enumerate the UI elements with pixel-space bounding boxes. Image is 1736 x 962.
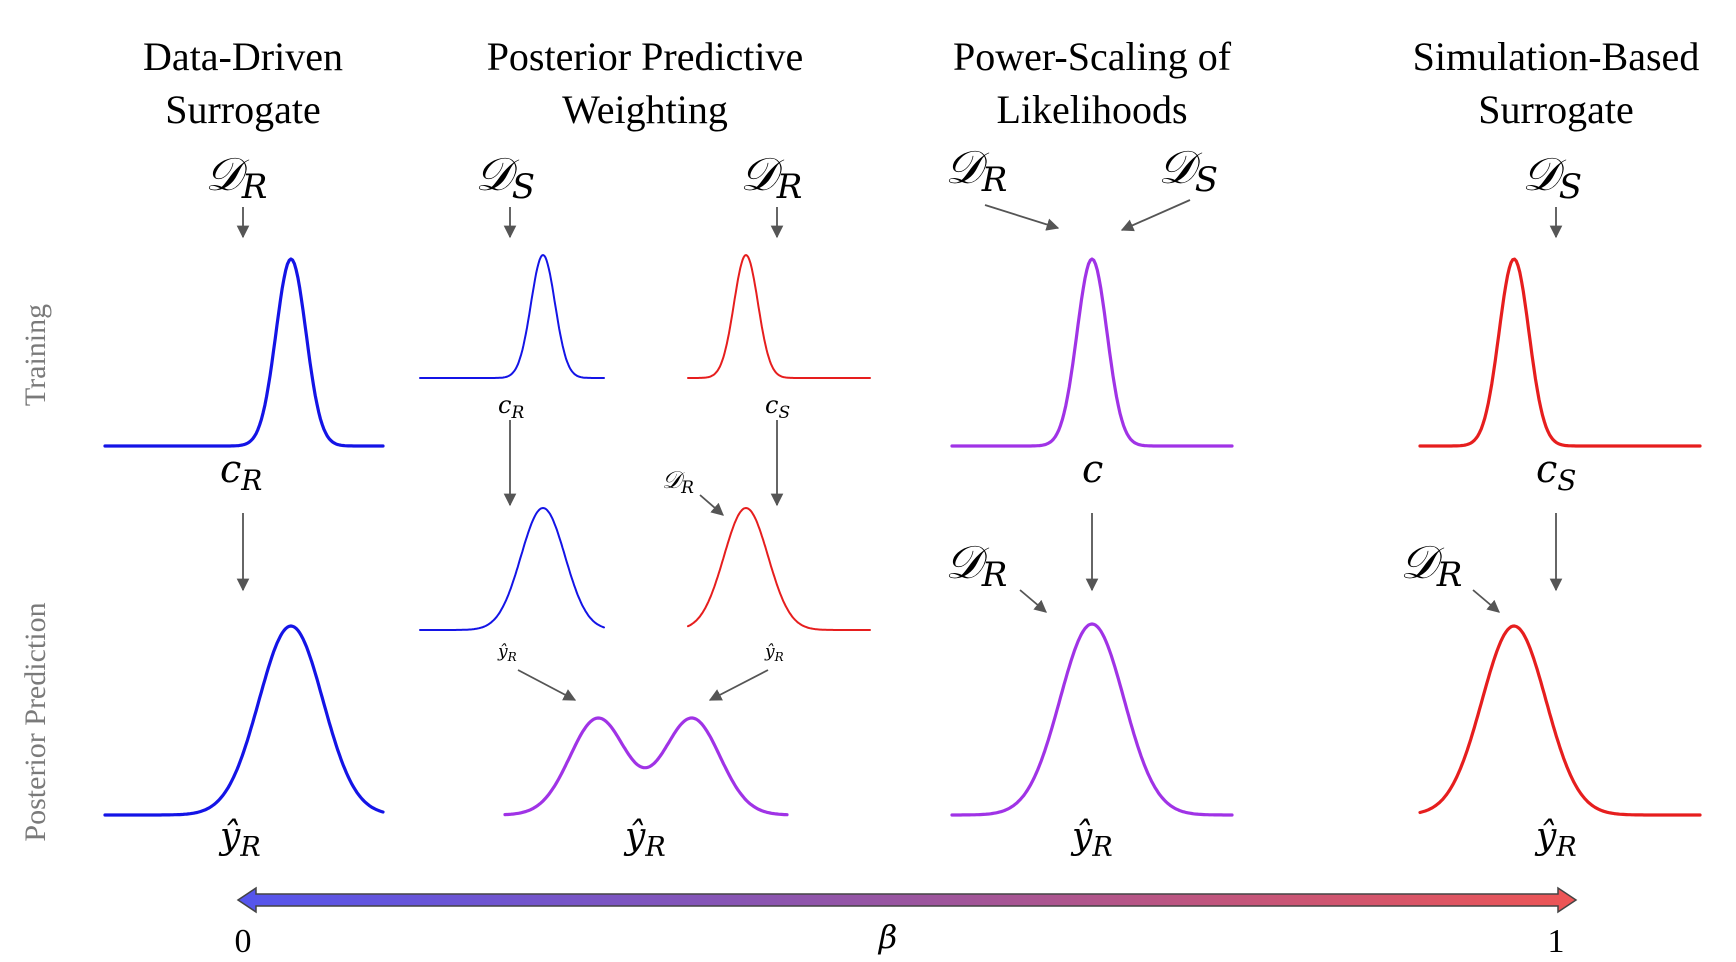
dataset-simulated-symbol: 𝒟S — [1522, 147, 1582, 207]
label-c-simulated-small: cS — [765, 391, 790, 423]
simulated-prediction-distribution — [687, 507, 871, 631]
real-training-distribution — [419, 254, 605, 379]
simulated-training-distribution — [1418, 257, 1702, 448]
column-title-ppw-line1: Posterior Predictive — [487, 34, 804, 79]
label-yhat-real: ŷR — [623, 816, 666, 863]
column-title-simulation-based-line1: Simulation-Based — [1413, 34, 1700, 79]
column-title-power-scaling-line1: Power-Scaling of — [953, 34, 1232, 79]
column-title-data-driven-line2: Surrogate — [165, 87, 321, 132]
beta-gradient-bar — [236, 886, 1578, 914]
dataset-real-symbol-small: 𝒟R — [662, 466, 694, 498]
label-yhat-real: ŷR — [1534, 816, 1577, 863]
label-yhat-real: ŷR — [218, 816, 261, 863]
real-training-distribution — [103, 257, 385, 448]
column-title-data-driven-line1: Data-Driven — [143, 34, 343, 79]
arrow-diagonal — [1120, 199, 1191, 232]
column-title-ppw-line2: Weighting — [562, 87, 728, 132]
label-c-real-small: cR — [498, 391, 524, 423]
beta-min-label: 0 — [235, 923, 252, 960]
real-prediction-distribution — [419, 507, 605, 631]
mixed-training-distribution — [950, 257, 1234, 448]
arrow-diagonal — [699, 494, 724, 516]
dataset-real-symbol: 𝒟R — [205, 147, 267, 207]
flow-arrows — [236, 199, 1563, 701]
arrow-diagonal — [708, 669, 769, 701]
arrow-diagonal — [517, 669, 577, 701]
column-titles: Data-Driven Surrogate Posterior Predicti… — [143, 34, 1699, 132]
simulated-prediction-distribution — [1418, 624, 1702, 817]
dataset-real-symbol: 𝒟R — [1400, 535, 1462, 595]
column-title-simulation-based-line2: Surrogate — [1478, 87, 1634, 132]
beta-scale: 0 β 1 — [235, 886, 1578, 960]
simulated-training-distribution — [687, 254, 871, 379]
column-title-power-scaling-line2: Likelihoods — [996, 87, 1187, 132]
beta-max-label: 1 — [1548, 923, 1565, 960]
label-c-real: cR — [220, 447, 262, 497]
arrow-diagonal — [1472, 589, 1500, 613]
row-label-posterior-prediction: Posterior Prediction — [19, 602, 52, 841]
distribution-curves — [103, 254, 1702, 817]
label-yhat-real: ŷR — [1070, 816, 1113, 863]
dataset-real-symbol: 𝒟R — [945, 535, 1007, 595]
dataset-symbols: 𝒟R 𝒟S 𝒟R 𝒟R 𝒟R 𝒟S 𝒟R 𝒟S 𝒟R — [205, 140, 1582, 595]
distribution-labels: cR cR cS c cS ŷR ŷR ŷR ŷR ŷR ŷR — [218, 391, 1577, 863]
mixed-prediction-distribution — [503, 716, 789, 817]
real-prediction-distribution — [103, 624, 385, 817]
dataset-real-symbol: 𝒟R — [740, 147, 802, 207]
label-yhat-real-small: ŷR — [764, 642, 784, 664]
arrow-diagonal — [984, 204, 1060, 231]
dataset-simulated-symbol: 𝒟S — [475, 147, 535, 207]
mixed-prediction-distribution — [950, 622, 1234, 817]
label-c-simulated: cS — [1536, 447, 1576, 497]
arrow-diagonal — [1019, 589, 1047, 613]
beta-axis-label: β — [878, 918, 898, 956]
dataset-real-symbol: 𝒟R — [945, 140, 1007, 200]
row-label-training: Training — [19, 304, 52, 406]
dataset-simulated-symbol: 𝒟S — [1158, 140, 1218, 200]
label-c-combined: c — [1082, 447, 1103, 491]
label-yhat-real-small: ŷR — [497, 642, 517, 664]
